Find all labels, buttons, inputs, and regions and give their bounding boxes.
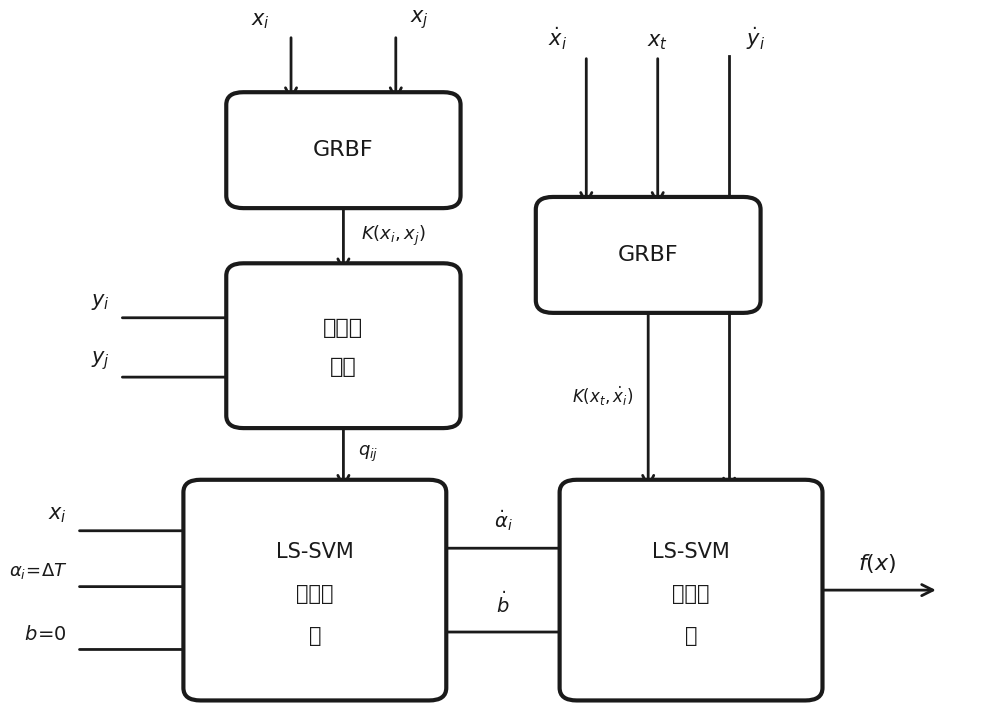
FancyBboxPatch shape [560,480,822,700]
Text: 核函数: 核函数 [323,318,363,338]
Text: GRBF: GRBF [313,140,374,160]
Text: $q_{ij}$: $q_{ij}$ [358,443,378,464]
FancyBboxPatch shape [183,480,446,700]
Text: GRBF: GRBF [618,245,679,265]
Text: $\dot{\alpha}_i$: $\dot{\alpha}_i$ [494,508,512,533]
Text: $K(x_i,x_j)$: $K(x_i,x_j)$ [361,224,425,248]
Text: $y_i$: $y_i$ [91,292,110,312]
Text: $x_i$: $x_i$ [251,11,270,31]
Text: $\dot{b}$: $\dot{b}$ [496,591,510,617]
FancyBboxPatch shape [536,197,761,313]
Text: $x_t$: $x_t$ [647,32,668,52]
Text: LS-SVM: LS-SVM [652,542,730,562]
Text: $y_j$: $y_j$ [91,349,110,371]
FancyBboxPatch shape [226,92,461,208]
Text: 块: 块 [309,625,321,645]
Text: 测试模: 测试模 [672,584,710,604]
Text: $\alpha_i\!=\!\Delta T$: $\alpha_i\!=\!\Delta T$ [9,561,67,581]
Text: $f(x)$: $f(x)$ [858,552,896,575]
Text: 块: 块 [685,625,697,645]
Text: $\dot{x}_i$: $\dot{x}_i$ [548,26,567,52]
Text: $\dot{y}_i$: $\dot{y}_i$ [746,26,765,52]
Text: $x_i$: $x_i$ [48,506,67,525]
Text: $x_j$: $x_j$ [410,9,429,31]
Text: 矩阵: 矩阵 [330,356,357,376]
Text: 训练模: 训练模 [296,584,334,604]
Text: $b\!=\!0$: $b\!=\!0$ [24,625,67,644]
Text: LS-SVM: LS-SVM [276,542,354,562]
Text: $K(x_t,\dot{x}_i)$: $K(x_t,\dot{x}_i)$ [572,385,634,408]
FancyBboxPatch shape [226,263,461,428]
